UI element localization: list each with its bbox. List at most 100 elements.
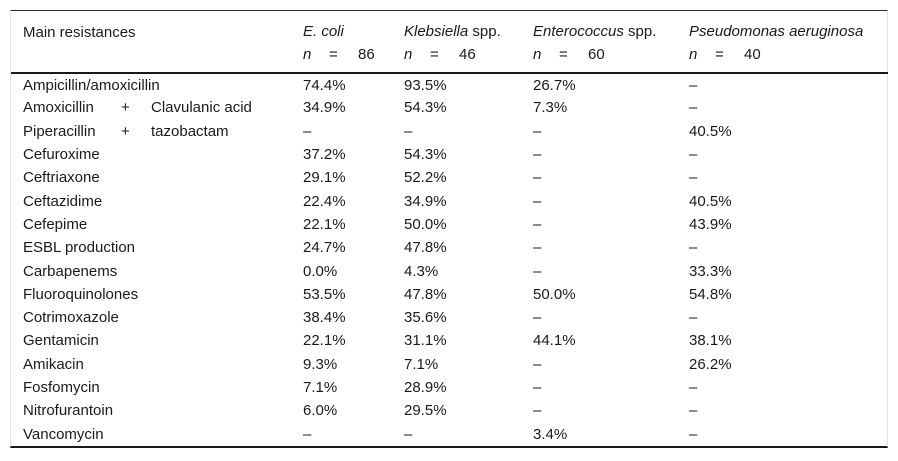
value-cell: 52.2% (404, 169, 447, 187)
value-cell: – (533, 192, 542, 210)
resistance-table: Main resistances E. coli Klebsiella spp. E… (10, 10, 888, 448)
value-cell: 29.5% (404, 402, 447, 420)
table-row: ESBL production 24.7% 47.8% – – (11, 236, 888, 259)
value-cell: – (689, 239, 698, 257)
row-label: Ceftriaxone (23, 169, 100, 187)
column-header-n: n = 46 (404, 43, 533, 74)
value-cell: – (689, 146, 698, 164)
column-header-species: Enterococcus spp. (533, 22, 657, 40)
value-cell: 38.4% (303, 309, 346, 327)
value-cell: 22.1% (303, 215, 346, 233)
column-header-n: n = 40 (689, 43, 888, 74)
value-cell: 34.9% (404, 192, 447, 210)
value-cell: – (303, 122, 312, 140)
table-body: Ampicillin/amoxicillin 74.4% 93.5% 26.7% – Am… (11, 73, 888, 446)
value-cell: 74.4% (303, 76, 346, 94)
value-cell: – (533, 262, 542, 280)
value-cell: – (689, 76, 698, 94)
row-label: Nitrofurantoin (23, 402, 114, 420)
value-cell: 24.7% (303, 239, 346, 257)
row-label: ESBL production (23, 239, 136, 257)
value-cell: – (689, 99, 698, 117)
value-cell: 54.3% (404, 146, 447, 164)
value-cell: 22.4% (303, 192, 346, 210)
n-header-row: n = 86 n = 46 n = 60 n = 40 (11, 43, 888, 74)
value-cell: – (533, 355, 542, 373)
resistance-table-grid: Main resistances E. coli Klebsiella spp. E… (11, 11, 888, 446)
table-row: Cotrimoxazole 38.4% 35.6% – – (11, 306, 888, 329)
column-header-main-resistances: Main resistances (11, 11, 303, 74)
table-row: Ceftazidime 22.4% 34.9% – 40.5% (11, 189, 888, 212)
table-row: Ampicillin/amoxicillin 74.4% 93.5% 26.7% – (11, 73, 888, 96)
row-label: Cefepime (23, 215, 88, 233)
value-cell: – (689, 425, 698, 443)
value-cell: – (533, 169, 542, 187)
table-row: Fluoroquinolones 53.5% 47.8% 50.0% 54.8% (11, 283, 888, 306)
value-cell: – (533, 215, 542, 233)
value-cell: 50.0% (533, 285, 576, 303)
row-label: Amikacin (23, 355, 84, 373)
value-cell: 3.4% (533, 425, 568, 443)
value-cell: 35.6% (404, 309, 447, 327)
value-cell: 44.1% (533, 332, 576, 350)
value-cell: 0.0% (303, 262, 338, 280)
column-header-n: n = 60 (533, 43, 689, 74)
table-row: Carbapenems 0.0% 4.3% – 33.3% (11, 259, 888, 282)
value-cell: 53.5% (303, 285, 346, 303)
table-row: Fosfomycin 7.1% 28.9% – – (11, 376, 888, 399)
value-cell: – (404, 122, 413, 140)
value-cell: – (533, 122, 542, 140)
column-header-species: Pseudomonas aeruginosa (689, 22, 864, 40)
value-cell: 50.0% (404, 215, 447, 233)
value-cell: 26.7% (533, 76, 576, 94)
row-label: Fluoroquinolones (23, 285, 139, 303)
row-label: Cotrimoxazole (23, 309, 119, 327)
table-row: Gentamicin 22.1% 31.1% 44.1% 38.1% (11, 329, 888, 352)
row-label: Piperacillin + tazobactam (23, 122, 229, 140)
table-row: Vancomycin – – 3.4% – (11, 422, 888, 445)
value-cell: – (533, 402, 542, 420)
value-cell: 54.8% (689, 285, 732, 303)
value-cell: – (533, 309, 542, 327)
value-cell: – (689, 169, 698, 187)
species-header-row: Main resistances E. coli Klebsiella spp. E… (11, 11, 888, 74)
value-cell: – (533, 379, 542, 396)
value-cell: 4.3% (404, 262, 439, 280)
row-label: Carbapenems (23, 262, 118, 280)
value-cell: 93.5% (404, 76, 447, 94)
row-label: Ceftazidime (23, 192, 103, 210)
value-cell: 7.1% (303, 379, 338, 396)
value-cell: – (404, 425, 413, 443)
value-cell: 31.1% (404, 332, 447, 350)
row-label: Amoxicillin + Clavulanic acid (23, 99, 252, 117)
value-cell: 54.3% (404, 99, 447, 117)
table-row: Cefuroxime 37.2% 54.3% – – (11, 143, 888, 166)
value-cell: 34.9% (303, 99, 346, 117)
table-row: Amoxicillin + Clavulanic acid 34.9% 54.3% 7.3… (11, 96, 888, 119)
table-header: Main resistances E. coli Klebsiella spp. E… (11, 11, 888, 74)
value-cell: 7.1% (404, 355, 439, 373)
value-cell: 26.2% (689, 355, 732, 373)
table-row: Amikacin 9.3% 7.1% – 26.2% (11, 353, 888, 376)
row-label: Vancomycin (23, 425, 104, 443)
value-cell: – (689, 379, 698, 396)
value-cell: 38.1% (689, 332, 732, 350)
value-cell: 9.3% (303, 355, 338, 373)
value-cell: 6.0% (303, 402, 338, 420)
row-label: Fosfomycin (23, 379, 100, 396)
value-cell: 33.3% (689, 262, 732, 280)
row-label: Gentamicin (23, 332, 99, 350)
table-row: Piperacillin + tazobactam – – – 40.5% (11, 120, 888, 143)
value-cell: 29.1% (303, 169, 346, 187)
value-cell: 7.3% (533, 99, 568, 117)
column-header-n: n = 86 (303, 43, 404, 74)
value-cell: 40.5% (689, 192, 732, 210)
value-cell: 43.9% (689, 215, 732, 233)
row-label: Ampicillin/amoxicillin (23, 76, 160, 94)
value-cell: – (689, 309, 698, 327)
value-cell: – (689, 402, 698, 420)
value-cell: 22.1% (303, 332, 346, 350)
value-cell: 28.9% (404, 379, 447, 396)
table-row: Ceftriaxone 29.1% 52.2% – – (11, 166, 888, 189)
column-header-species: Klebsiella spp. (404, 22, 501, 40)
